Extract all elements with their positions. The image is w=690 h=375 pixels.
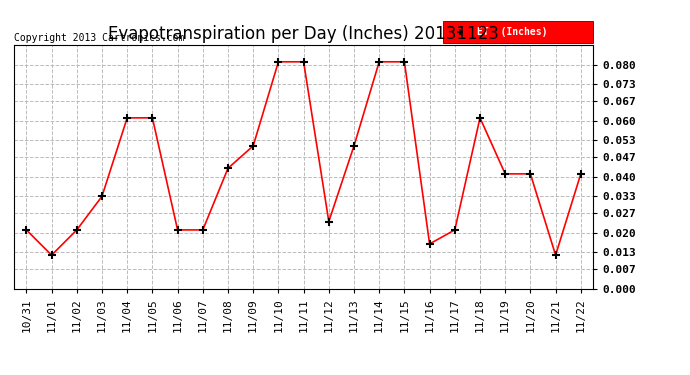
- Text: Copyright 2013 Cartronics.com: Copyright 2013 Cartronics.com: [14, 33, 184, 43]
- Bar: [443, 21, 593, 43]
- Title: Evapotranspiration per Day (Inches) 20131123: Evapotranspiration per Day (Inches) 2013…: [108, 26, 499, 44]
- Text: ET  (Inches): ET (Inches): [477, 27, 548, 37]
